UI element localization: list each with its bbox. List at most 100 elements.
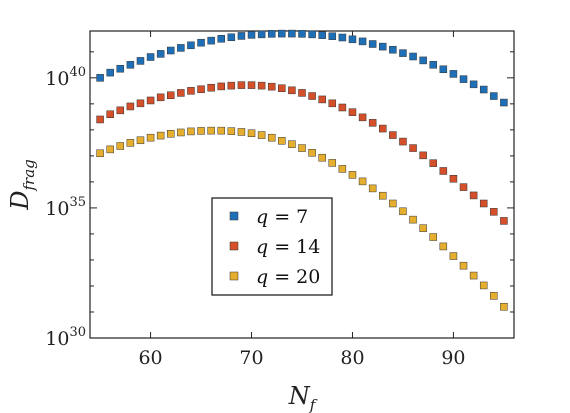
data-point <box>197 127 205 135</box>
y-tick-label: 1035 <box>45 195 86 220</box>
data-point <box>490 208 498 216</box>
data-point <box>348 35 357 44</box>
data-point <box>379 42 387 51</box>
data-point <box>177 128 185 137</box>
data-point <box>116 106 125 115</box>
data-point <box>207 83 215 92</box>
legend-marker <box>229 271 239 281</box>
data-point <box>96 74 104 82</box>
data-point <box>288 86 296 95</box>
data-point <box>439 167 448 175</box>
data-point <box>146 133 155 142</box>
data-point <box>267 133 276 142</box>
data-point <box>288 140 296 148</box>
legend-label: q = 14 <box>256 236 320 258</box>
data-point <box>419 224 427 232</box>
data-point <box>389 45 397 54</box>
data-point <box>459 261 468 270</box>
legend-label: q = 20 <box>256 266 320 288</box>
data-point <box>348 108 357 116</box>
data-point <box>207 36 215 45</box>
data-point <box>419 151 427 160</box>
data-point <box>459 75 468 83</box>
data-point <box>237 128 246 136</box>
data-point <box>126 61 135 69</box>
data-point <box>237 81 246 89</box>
data-point <box>146 53 155 61</box>
data-point <box>368 119 377 127</box>
data-point <box>217 82 225 91</box>
data-point <box>449 252 458 260</box>
data-point <box>156 93 165 102</box>
data-point <box>459 183 468 191</box>
data-point <box>96 115 104 124</box>
data-point <box>338 103 347 112</box>
data-point <box>419 56 427 65</box>
x-tick-label: 90 <box>441 347 465 369</box>
data-point <box>389 199 397 208</box>
data-point <box>500 303 508 311</box>
data-point <box>469 80 478 89</box>
data-point <box>136 99 145 108</box>
data-point <box>358 177 367 186</box>
data-point <box>257 81 266 90</box>
data-point <box>328 99 337 108</box>
data-point <box>439 65 448 73</box>
data-point <box>500 217 508 225</box>
data-point <box>358 113 367 122</box>
data-point <box>116 142 125 150</box>
x-tick-label: 60 <box>138 347 162 369</box>
data-point <box>227 81 236 90</box>
legend-label: q = 7 <box>256 206 308 228</box>
data-point <box>167 130 175 138</box>
series-1 <box>96 29 508 107</box>
data-point <box>167 46 175 55</box>
legend-marker <box>229 211 239 221</box>
data-point <box>197 38 205 47</box>
data-point <box>257 131 266 139</box>
data-point <box>167 91 175 100</box>
data-point <box>469 271 478 280</box>
data-point <box>328 32 337 40</box>
data-point <box>449 175 458 183</box>
data-point <box>318 95 326 104</box>
x-tick-label: 70 <box>239 347 263 369</box>
data-point <box>429 61 437 69</box>
data-point <box>429 159 437 167</box>
data-point <box>278 29 286 38</box>
data-point <box>389 131 397 139</box>
data-point <box>187 127 195 136</box>
data-point <box>379 124 387 133</box>
data-point <box>409 215 417 224</box>
data-point <box>328 159 337 167</box>
data-point <box>308 92 316 100</box>
data-point <box>156 50 165 58</box>
data-point <box>146 96 155 105</box>
data-point <box>126 102 135 111</box>
series-2 <box>96 81 508 225</box>
data-point <box>288 29 296 38</box>
data-point <box>308 149 316 157</box>
data-point <box>368 40 377 48</box>
series-3 <box>96 126 508 311</box>
data-point <box>399 207 407 216</box>
data-point <box>439 242 448 251</box>
data-point <box>298 144 306 152</box>
data-point <box>217 35 225 43</box>
x-axis-title: Nf <box>288 382 318 413</box>
data-point <box>298 89 306 97</box>
y-tick-label: 1040 <box>45 65 86 90</box>
data-point <box>429 233 437 241</box>
data-point <box>469 191 478 200</box>
data-point <box>409 52 417 61</box>
data-point <box>247 31 256 39</box>
data-point <box>399 49 407 57</box>
data-point <box>308 30 316 39</box>
data-point <box>338 165 347 173</box>
data-point <box>368 184 377 193</box>
data-point <box>479 199 488 208</box>
data-point <box>490 92 498 100</box>
data-point <box>106 145 114 154</box>
data-point <box>116 64 125 73</box>
data-point <box>197 85 205 94</box>
